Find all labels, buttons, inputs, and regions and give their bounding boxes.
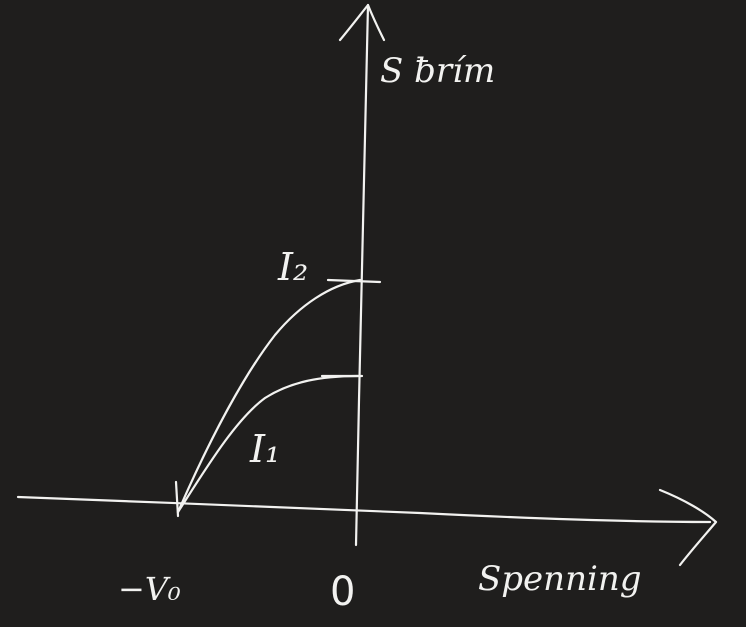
- y-axis-label: S ƀrím: [380, 51, 495, 91]
- x-axis-arrowhead: [658, 488, 718, 567]
- curve-label-i2: I₂: [277, 245, 308, 289]
- y-axis-arrowhead: [338, 3, 386, 42]
- curve-i2: [176, 278, 362, 514]
- x-axis-line: [16, 495, 712, 524]
- tick-label-origin: 0: [330, 569, 355, 615]
- x-axis-label: Spenning: [478, 559, 642, 599]
- curve-i1: [176, 374, 360, 514]
- tick-label-stop-voltage: −V₀: [118, 570, 181, 608]
- y-axis-line: [354, 3, 370, 547]
- curve-label-i1: I₁: [249, 427, 280, 471]
